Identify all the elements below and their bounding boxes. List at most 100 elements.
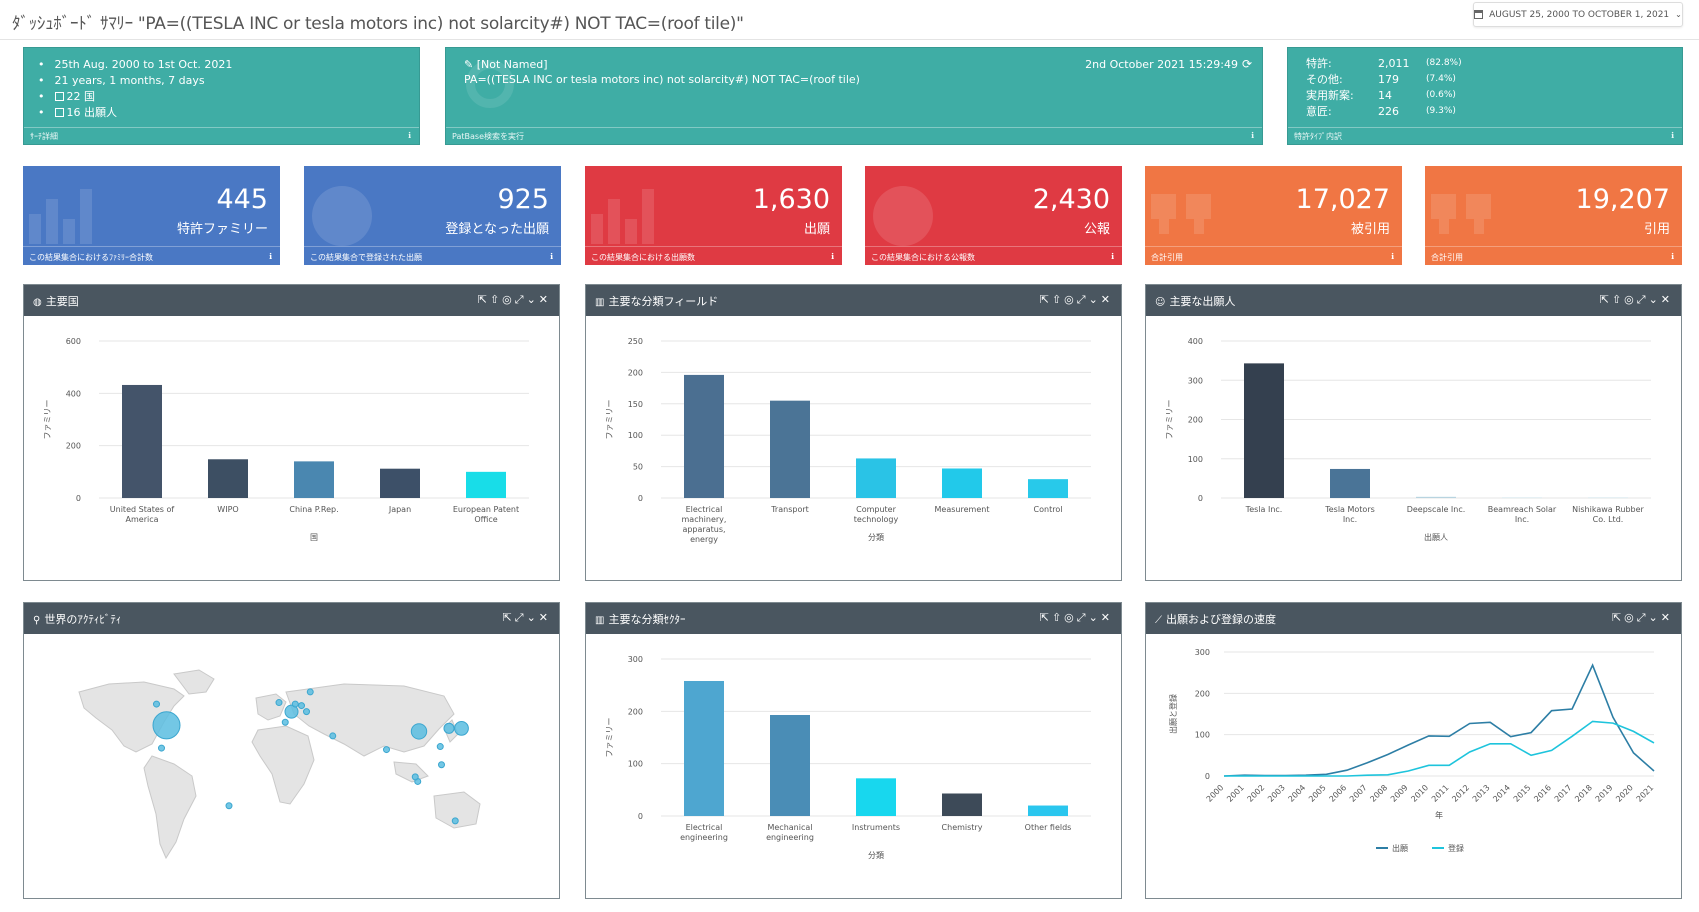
kpi-footer: 合計引用ℹ	[1145, 246, 1402, 265]
map-marker-icon: ⚲	[33, 615, 40, 626]
fields-bar-chart: 050100150200250Electricalmachinery,appar…	[586, 316, 1121, 580]
kpi-citations[interactable]: 19,207 引用 合計引用ℹ	[1425, 166, 1682, 265]
activity-bubble[interactable]	[439, 762, 445, 768]
x-axis-title: 分類	[868, 850, 884, 860]
bar-chart-watermark-icon	[29, 184, 99, 244]
y-axis-title: 出願と登録	[1168, 694, 1178, 734]
info-icon[interactable]: ℹ	[1391, 252, 1394, 261]
activity-bubble[interactable]	[307, 689, 313, 695]
kpi-label: 特許ファミリー	[177, 218, 268, 237]
bar-chart-icon: ▥	[595, 297, 604, 308]
globe-watermark-icon	[871, 184, 941, 254]
panel-header: ☺主要な出願人 ⇱⇧◎⤢⌄✕	[1146, 285, 1681, 316]
activity-bubble[interactable]	[153, 712, 180, 739]
x-tick-label: 2013	[1471, 783, 1492, 804]
kpi-footer: この結果集合で登録された出願ℹ	[304, 246, 561, 265]
y-tick-label: 400	[1188, 337, 1203, 346]
panel-header: ▥主要な分類ｾｸﾀｰ ⇱⇧◎⤢⌄✕	[586, 603, 1121, 634]
x-tick-label: 2021	[1635, 783, 1656, 804]
panel-title: 出願および登録の速度	[1166, 613, 1276, 626]
panel-tools[interactable]: ⇱⤢⌄✕	[503, 611, 551, 625]
velocity-line-chart: 0100200300200020012002200320042005200620…	[1146, 634, 1681, 898]
query-box: ✎ [Not Named] PA=((TESLA INC or tesla mo…	[445, 47, 1263, 145]
search-details-line: 21 years, 1 months, 7 days	[38, 73, 232, 89]
y-tick-label: 100	[628, 431, 643, 440]
y-tick-label: 100	[1188, 455, 1203, 464]
activity-bubble[interactable]	[154, 701, 160, 707]
panel-tools[interactable]: ⇱⇧◎⤢⌄✕	[1040, 611, 1113, 625]
query-name: ✎ [Not Named]	[464, 58, 548, 71]
x-tick-label: 2018	[1573, 783, 1594, 804]
kpi-value: 2,430	[1033, 184, 1110, 215]
info-icon[interactable]: ℹ	[269, 252, 272, 261]
x-axis-title: 分類	[868, 532, 884, 542]
external-link-icon	[55, 108, 64, 117]
panel-tools[interactable]: ⇱◎⤢⌄✕	[1612, 611, 1673, 625]
kpi-publications[interactable]: 2,430 公報 この結果集合における公報数ℹ	[865, 166, 1122, 265]
activity-bubble[interactable]	[411, 724, 426, 739]
kpi-granted[interactable]: 925 登録となった出願 この結果集合で登録された出願ℹ	[304, 166, 561, 265]
applicant-count-link: 16 出願人	[67, 106, 118, 119]
info-icon[interactable]: ℹ	[1671, 131, 1674, 140]
panel-tools[interactable]: ⇱⇧◎⤢⌄✕	[478, 293, 551, 307]
series-line	[1224, 721, 1654, 776]
date-range-button[interactable]: AUGUST 25, 2000 TO OCTOBER 1, 2021 ⌄	[1473, 2, 1683, 27]
kpi-families[interactable]: 445 特許ファミリー この結果集合におけるﾌｧﾐﾘｰ合計数ℹ	[23, 166, 280, 265]
activity-bubble[interactable]	[299, 703, 305, 709]
search-details-line[interactable]: 22 国	[38, 89, 232, 105]
kpi-cited-by[interactable]: 17,027 被引用 合計引用ℹ	[1145, 166, 1402, 265]
info-icon[interactable]: ℹ	[1111, 252, 1114, 261]
activity-bubble[interactable]	[330, 733, 336, 739]
x-tick-label: Tesla Inc.	[1245, 505, 1283, 514]
activity-bubble[interactable]	[384, 747, 390, 753]
x-tick-label: 2003	[1266, 783, 1287, 804]
info-icon[interactable]: ℹ	[550, 252, 553, 261]
legend-label: 出願	[1392, 843, 1408, 853]
refresh-icon[interactable]: ⟳	[1242, 57, 1252, 71]
x-tick-label: 2002	[1246, 783, 1267, 804]
search-details-line[interactable]: 16 出願人	[38, 105, 232, 121]
bar	[1028, 806, 1068, 816]
y-tick-label: 200	[628, 707, 643, 716]
bar	[1588, 498, 1628, 499]
activity-bubble[interactable]	[226, 803, 232, 809]
bar	[466, 472, 506, 498]
x-tick-label: Beamreach SolarInc.	[1488, 505, 1557, 524]
info-icon[interactable]: ℹ	[1251, 131, 1254, 140]
activity-bubble[interactable]	[412, 774, 418, 780]
x-tick-label: Nishikawa RubberCo. Ltd.	[1572, 505, 1644, 524]
activity-bubble[interactable]	[159, 745, 165, 751]
activity-bubble[interactable]	[276, 700, 282, 706]
panel-top-applicants: ☺主要な出願人 ⇱⇧◎⤢⌄✕ 0100200300400Tesla Inc.Te…	[1145, 284, 1682, 581]
panel-header: ⟋出願および登録の速度 ⇱◎⤢⌄✕	[1146, 603, 1681, 634]
y-tick-label: 0	[1205, 772, 1210, 781]
bar	[208, 459, 248, 498]
x-tick-label: 2008	[1368, 783, 1389, 804]
y-tick-label: 0	[638, 812, 643, 821]
info-icon[interactable]: ℹ	[408, 131, 411, 140]
sectors-bar-chart: 0100200300ElectricalengineeringMechanica…	[586, 634, 1121, 898]
activity-bubble[interactable]	[304, 709, 310, 715]
activity-bubble[interactable]	[282, 719, 288, 725]
activity-bubble[interactable]	[292, 701, 298, 707]
activity-bubble[interactable]	[444, 723, 454, 733]
y-axis-title: ファミリー	[605, 400, 614, 440]
chevron-down-icon: ⌄	[1675, 10, 1682, 19]
bar	[1244, 363, 1284, 498]
y-axis-title: ファミリー	[1165, 400, 1174, 440]
panel-tools[interactable]: ⇱⇧◎⤢⌄✕	[1040, 293, 1113, 307]
kpi-applications[interactable]: 1,630 出願 この結果集合における出願数ℹ	[585, 166, 842, 265]
info-icon[interactable]: ℹ	[1671, 252, 1674, 261]
box-footer: ｻｰﾁ詳細ℹ	[24, 127, 419, 144]
world-map[interactable]	[24, 634, 559, 898]
activity-bubble[interactable]	[437, 744, 443, 750]
activity-bubble[interactable]	[455, 721, 469, 735]
panel-tools[interactable]: ⇱⇧◎⤢⌄✕	[1600, 293, 1673, 307]
panel-title: 世界のｱｸﾃｨﾋﾞﾃｨ	[44, 613, 121, 626]
y-tick-label: 0	[1198, 494, 1203, 503]
activity-bubble[interactable]	[452, 818, 458, 824]
x-tick-label: Mechanicalengineering	[766, 823, 814, 842]
y-tick-label: 600	[66, 337, 81, 346]
y-tick-label: 150	[628, 400, 643, 409]
info-icon[interactable]: ℹ	[831, 252, 834, 261]
